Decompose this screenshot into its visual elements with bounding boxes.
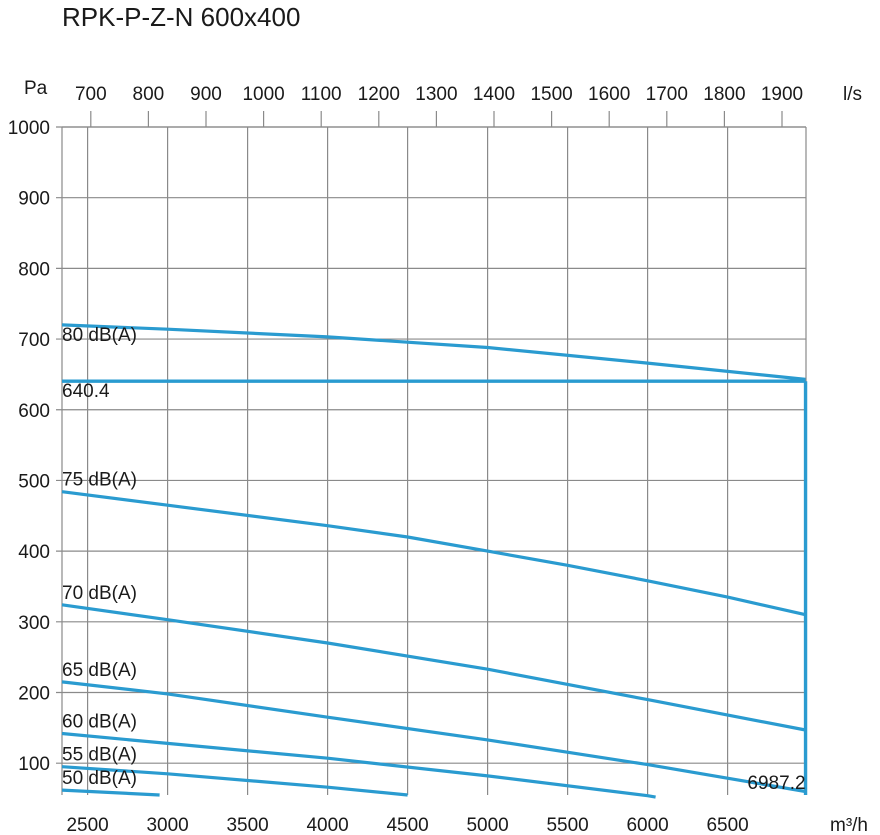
y-tick-label: 900 <box>18 189 50 210</box>
x-tick-label: 3500 <box>226 815 268 835</box>
x2-tick-label: 900 <box>190 84 222 105</box>
x2-tick-label: 1000 <box>242 84 284 105</box>
x2-tick-label: 1100 <box>301 84 342 105</box>
x-axis-label: m³/h <box>830 815 868 835</box>
curve-label: 70 dB(A) <box>62 583 137 604</box>
curve-label: 75 dB(A) <box>62 470 137 491</box>
y-axis-label: Pa <box>24 78 48 99</box>
curve-label: 80 dB(A) <box>62 325 137 346</box>
operating-flow-label: 6987.2 <box>747 773 805 794</box>
y-tick-label: 200 <box>18 684 50 705</box>
y-tick-label: 500 <box>18 471 50 492</box>
curve-label: 55 dB(A) <box>62 745 137 766</box>
x2-tick-label: 1400 <box>473 84 515 105</box>
y-tick-label: 300 <box>18 613 50 634</box>
curve-65db <box>61 680 806 794</box>
curve-label: 60 dB(A) <box>62 712 137 733</box>
x-tick-label: 4500 <box>386 815 428 835</box>
y-tick-label: 1000 <box>8 118 50 139</box>
y-tick-label: 100 <box>18 754 50 775</box>
label-layer: 100 200 300 400 500 600 700 800 900 1000 2500 3000 3… <box>8 78 868 835</box>
curve-55db <box>61 765 408 797</box>
y-tick-label: 400 <box>18 542 50 563</box>
x2-tick-label: 1200 <box>358 84 400 105</box>
x-tick-label: 2500 <box>66 815 108 835</box>
x2-tick-label: 1500 <box>530 84 572 105</box>
x-tick-label: 3000 <box>146 815 188 835</box>
x2-tick-label: 700 <box>75 84 107 105</box>
x2-tick-label: 1300 <box>415 84 457 105</box>
x-tick-label: 5500 <box>546 815 588 835</box>
x2-axis-label: l/s <box>843 84 862 105</box>
x-tick-label: 6500 <box>706 815 748 835</box>
curve-layer <box>61 323 808 799</box>
x-tick-label: 6000 <box>626 815 668 835</box>
y-tick-label: 700 <box>18 330 50 351</box>
grid-layer <box>56 111 807 795</box>
x2-tick-label: 1700 <box>646 84 688 105</box>
chart-title: RPK-P-Z-N 600x400 <box>62 2 301 32</box>
x2-tick-label: 1900 <box>761 84 803 105</box>
curve-70db <box>61 603 806 732</box>
operating-pressure-label: 640.4 <box>62 381 110 402</box>
x2-tick-label: 1600 <box>588 84 630 105</box>
x2-tick-label: 1800 <box>703 84 745 105</box>
curve-80db <box>61 323 806 381</box>
curve-label: 65 dB(A) <box>62 660 137 681</box>
x-tick-label: 4000 <box>306 815 348 835</box>
y-tick-label: 800 <box>18 259 50 280</box>
curve-label: 50 dB(A) <box>62 768 137 789</box>
x-tick-label: 5000 <box>466 815 508 835</box>
x2-tick-label: 800 <box>133 84 165 105</box>
curve-60db <box>61 731 656 799</box>
curve-75db <box>61 490 806 617</box>
y-tick-label: 600 <box>18 401 50 422</box>
curve-50db <box>61 788 160 797</box>
